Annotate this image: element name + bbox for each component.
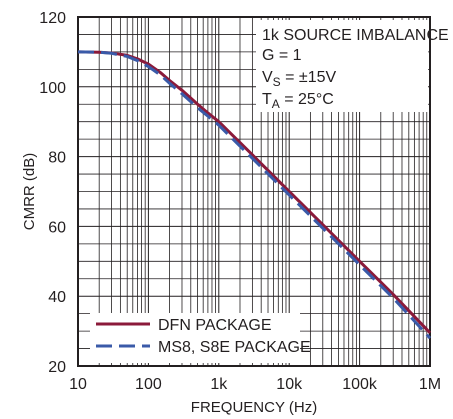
annotation-ta-sub: A bbox=[272, 97, 280, 111]
legend-background bbox=[90, 313, 300, 363]
x-tick-label: 1M bbox=[419, 376, 441, 393]
x-tick-label: 100k bbox=[342, 376, 378, 393]
legend: DFN PACKAGE MS8, S8E PACKAGE bbox=[90, 313, 311, 363]
series-layer bbox=[77, 50, 432, 340]
x-tick-label: 100 bbox=[135, 376, 162, 393]
y-tick-label: 40 bbox=[48, 289, 66, 306]
y-axis-title: CMRR (dB) bbox=[21, 153, 38, 231]
x-tick-label: 10 bbox=[69, 376, 87, 393]
annotation-supply-voltage: VS = ±15V bbox=[262, 69, 337, 89]
legend-label-dfn: DFN PACKAGE bbox=[158, 317, 272, 334]
annotation-temperature: TA = 25°C bbox=[262, 91, 334, 111]
annotation-gain: G = 1 bbox=[262, 47, 302, 64]
y-tick-labels: 20 40 60 80 100 120 bbox=[39, 10, 66, 376]
annotation-panel: 1k SOURCE IMBALANCE G = 1 VS = ±15V TA =… bbox=[256, 20, 449, 112]
annotation-source-imbalance: 1k SOURCE IMBALANCE bbox=[262, 27, 449, 44]
plot-frame bbox=[77, 16, 431, 367]
annotation-vs-sub: S bbox=[273, 75, 281, 89]
x-axis-title: FREQUENCY (Hz) bbox=[191, 399, 317, 416]
y-tick-label: 80 bbox=[48, 150, 66, 167]
y-tick-label: 60 bbox=[48, 219, 66, 236]
series-line-ms8 bbox=[77, 50, 432, 340]
y-tick-label: 120 bbox=[39, 10, 66, 27]
annotation-background bbox=[256, 20, 428, 112]
x-tick-labels: 10 100 1k 10k 100k 1M bbox=[69, 376, 441, 393]
annotation-ta-rest: = 25°C bbox=[280, 91, 334, 108]
x-tick-label: 10k bbox=[276, 376, 303, 393]
annotation-vs-main: V bbox=[262, 69, 273, 86]
legend-label-ms8: MS8, S8E PACKAGE bbox=[158, 339, 311, 356]
y-tick-label: 100 bbox=[39, 80, 66, 97]
x-tick-label: 1k bbox=[210, 376, 228, 393]
annotation-vs-rest: = ±15V bbox=[281, 69, 337, 86]
y-tick-label: 20 bbox=[48, 359, 66, 376]
annotation-ta-main: T bbox=[262, 91, 272, 108]
